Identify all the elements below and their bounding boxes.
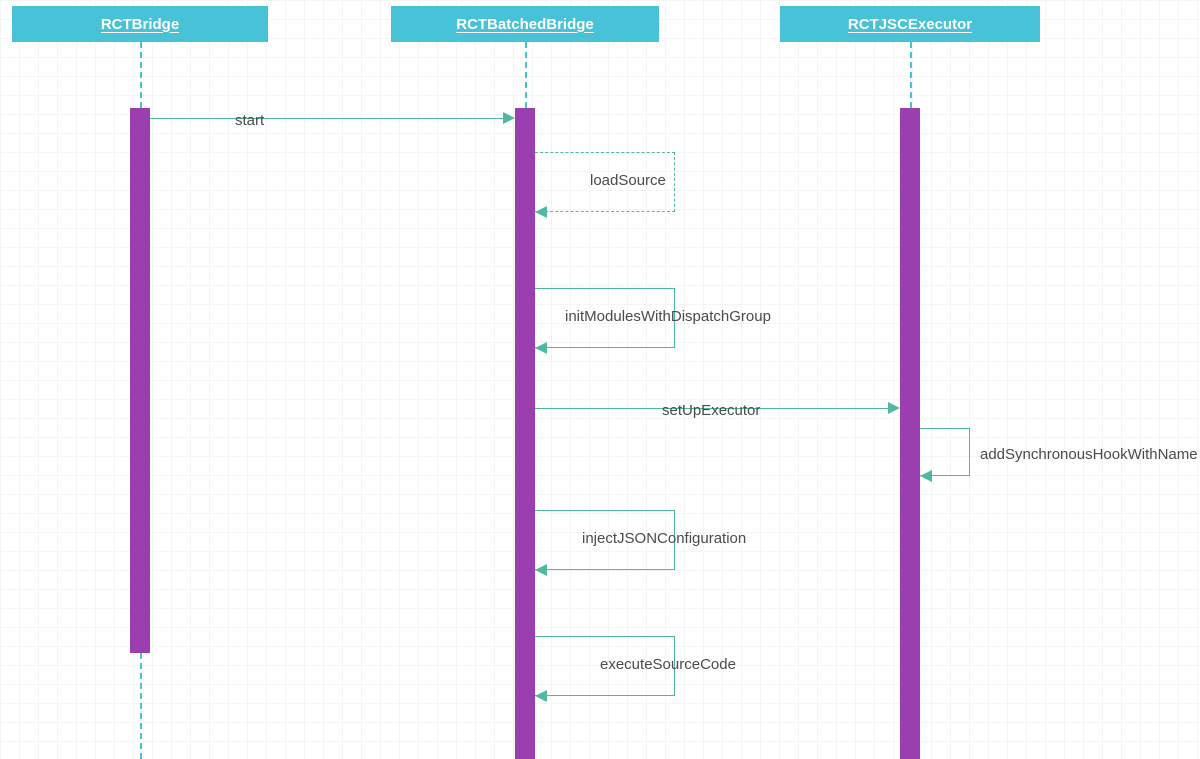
message-label: executeSourceCode bbox=[600, 656, 736, 673]
arrowhead-icon bbox=[535, 564, 547, 576]
message-arrow bbox=[150, 118, 505, 119]
activation-bar bbox=[515, 108, 535, 759]
arrowhead-icon bbox=[535, 342, 547, 354]
message-label: loadSource bbox=[590, 172, 666, 189]
message-label: injectJSONConfiguration bbox=[582, 530, 746, 547]
self-message bbox=[920, 428, 970, 476]
arrowhead-icon bbox=[535, 690, 547, 702]
participant-header: RCTBatchedBridge bbox=[391, 6, 659, 42]
message-label: start bbox=[235, 112, 264, 129]
activation-bar bbox=[900, 108, 920, 759]
participant-header: RCTJSCExecutor bbox=[780, 6, 1040, 42]
activation-bar bbox=[130, 108, 150, 653]
arrowhead-icon bbox=[503, 112, 515, 124]
message-label: addSynchronousHookWithName bbox=[980, 446, 1198, 463]
arrowhead-icon bbox=[535, 206, 547, 218]
arrowhead-icon bbox=[888, 402, 900, 414]
arrowhead-icon bbox=[920, 470, 932, 482]
message-label: initModulesWithDispatchGroup bbox=[565, 308, 771, 325]
message-label: setUpExecutor bbox=[662, 402, 760, 419]
participant-header: RCTBridge bbox=[12, 6, 268, 42]
